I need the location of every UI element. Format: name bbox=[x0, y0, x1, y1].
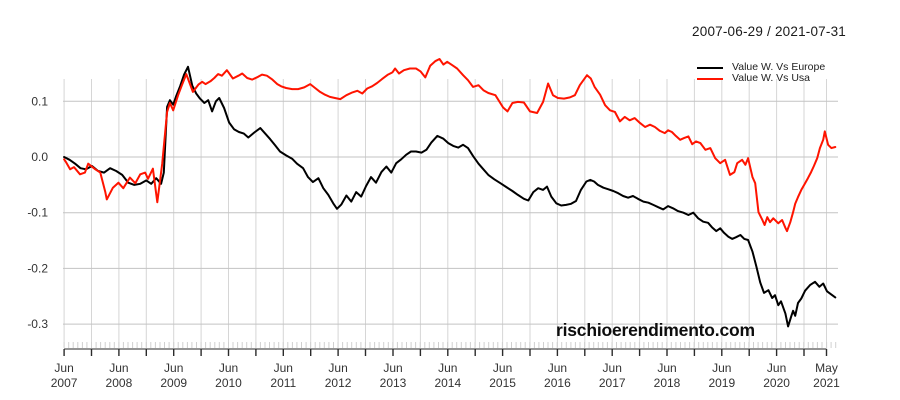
x-tick-year: 2014 bbox=[434, 376, 461, 390]
x-tick-month: Jun bbox=[493, 361, 512, 375]
x-tick-month: Jun bbox=[767, 361, 786, 375]
legend-label-usa: Value W. Vs Usa bbox=[732, 72, 811, 84]
grid bbox=[63, 79, 838, 347]
x-tick-year: 2012 bbox=[325, 376, 352, 390]
series-line-value-w-vs-usa bbox=[63, 58, 837, 233]
x-tick-year: 2009 bbox=[160, 376, 187, 390]
x-tick-year: 2007 bbox=[51, 376, 78, 390]
x-tick-month: Jun bbox=[383, 361, 402, 375]
x-tick-year: 2013 bbox=[380, 376, 407, 390]
x-axis bbox=[63, 342, 837, 356]
x-tick-year: 2015 bbox=[489, 376, 516, 390]
x-tick-year: 2017 bbox=[599, 376, 626, 390]
watermark-text: rischioerendimento.com bbox=[556, 320, 755, 340]
y-tick-label: -0.2 bbox=[27, 261, 48, 275]
x-tick-month: Jun bbox=[274, 361, 293, 375]
y-axis-labels: 0.1 0.0 -0.1 -0.2 -0.3 bbox=[27, 94, 48, 331]
x-tick-year: 2010 bbox=[215, 376, 242, 390]
legend-item-europe: Value W. Vs Europe bbox=[697, 62, 825, 73]
x-tick-month: Jun bbox=[548, 361, 567, 375]
x-tick-month: Jun bbox=[328, 361, 347, 375]
x-tick-year: 2021 bbox=[813, 376, 840, 390]
y-tick-label: -0.1 bbox=[27, 206, 48, 220]
x-tick-year: 2020 bbox=[763, 376, 790, 390]
x-tick-year: 2018 bbox=[654, 376, 681, 390]
x-axis-labels: Jun2007Jun2008Jun2009Jun2010Jun2011Jun20… bbox=[51, 361, 840, 390]
x-tick-year: 2008 bbox=[106, 376, 133, 390]
x-tick-year: 2011 bbox=[270, 376, 296, 390]
y-tick-label: 0.1 bbox=[31, 94, 48, 108]
legend-swatch-usa-icon bbox=[697, 77, 723, 80]
x-tick-month: Jun bbox=[438, 361, 457, 375]
legend-swatch-europe-icon bbox=[697, 66, 723, 69]
legend-item-usa: Value W. Vs Usa bbox=[697, 73, 825, 84]
x-tick-month: Jun bbox=[109, 361, 128, 375]
legend: Value W. Vs Europe Value W. Vs Usa bbox=[697, 62, 825, 84]
y-tick-label: 0.0 bbox=[31, 150, 48, 164]
x-tick-year: 2019 bbox=[708, 376, 735, 390]
series-line-value-w-vs-europe bbox=[63, 65, 837, 328]
date-range-title: 2007-06-29 / 2021-07-31 bbox=[692, 24, 846, 39]
legend-label-europe: Value W. Vs Europe bbox=[732, 61, 826, 73]
x-tick-month: Jun bbox=[54, 361, 73, 375]
x-tick-month: Jun bbox=[164, 361, 183, 375]
x-tick-month: Jun bbox=[712, 361, 731, 375]
x-tick-month: May bbox=[815, 361, 838, 375]
x-tick-year: 2016 bbox=[544, 376, 571, 390]
x-tick-month: Jun bbox=[657, 361, 676, 375]
x-tick-month: Jun bbox=[603, 361, 622, 375]
x-tick-month: Jun bbox=[219, 361, 238, 375]
y-tick-label: -0.3 bbox=[27, 317, 48, 331]
